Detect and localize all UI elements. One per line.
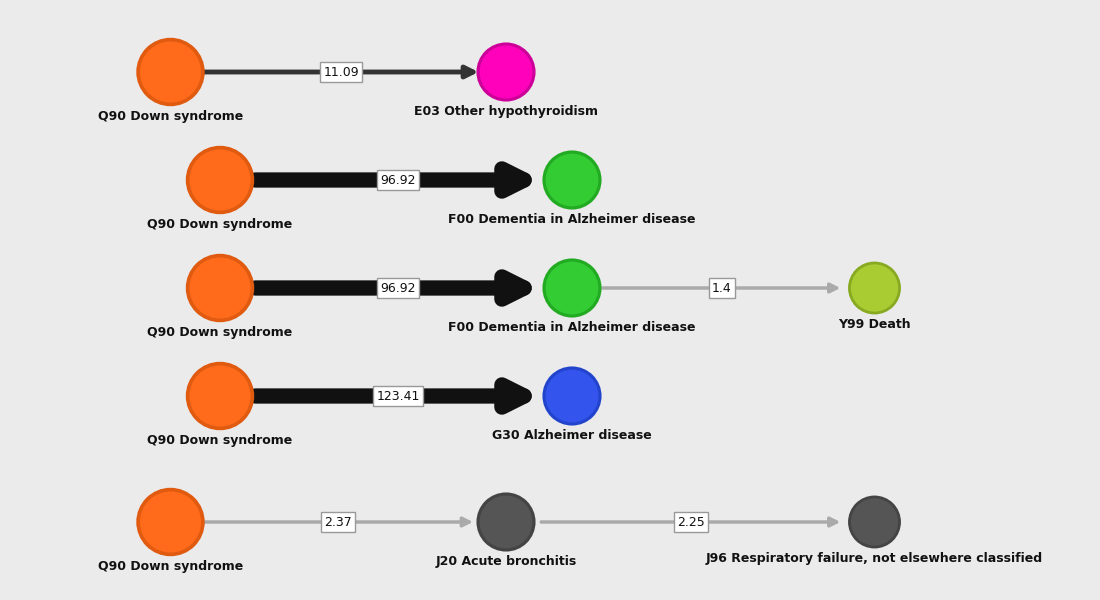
Circle shape	[136, 38, 205, 106]
Text: Q90 Down syndrome: Q90 Down syndrome	[147, 434, 293, 447]
Text: G30 Alzheimer disease: G30 Alzheimer disease	[492, 429, 652, 442]
Text: F00 Dementia in Alzheimer disease: F00 Dementia in Alzheimer disease	[449, 213, 695, 226]
Text: 1.4: 1.4	[712, 281, 732, 295]
Text: 11.09: 11.09	[323, 65, 359, 79]
Text: 96.92: 96.92	[381, 173, 416, 187]
Circle shape	[546, 154, 598, 206]
Text: E03 Other hypothyroidism: E03 Other hypothyroidism	[414, 105, 598, 118]
Text: Y99 Death: Y99 Death	[838, 317, 911, 331]
Text: 2.37: 2.37	[324, 515, 352, 529]
Circle shape	[189, 257, 251, 319]
Text: 96.92: 96.92	[381, 281, 416, 295]
Text: Q90 Down syndrome: Q90 Down syndrome	[147, 326, 293, 339]
Text: Q90 Down syndrome: Q90 Down syndrome	[147, 218, 293, 231]
Circle shape	[546, 370, 598, 422]
Circle shape	[189, 365, 251, 427]
Circle shape	[546, 262, 598, 314]
Circle shape	[476, 493, 536, 551]
Text: Q90 Down syndrome: Q90 Down syndrome	[98, 110, 243, 123]
Circle shape	[140, 41, 201, 103]
Circle shape	[140, 491, 201, 553]
Text: J96 Respiratory failure, not elsewhere classified: J96 Respiratory failure, not elsewhere c…	[706, 551, 1043, 565]
Circle shape	[542, 151, 602, 209]
Text: F00 Dementia in Alzheimer disease: F00 Dementia in Alzheimer disease	[449, 321, 695, 334]
Circle shape	[851, 265, 898, 311]
Text: 2.25: 2.25	[676, 515, 705, 529]
Circle shape	[186, 146, 254, 214]
Circle shape	[189, 149, 251, 211]
Circle shape	[186, 362, 254, 430]
Circle shape	[848, 262, 901, 314]
Circle shape	[480, 46, 532, 98]
Circle shape	[480, 496, 532, 548]
Circle shape	[186, 254, 254, 322]
Circle shape	[542, 367, 602, 425]
Text: Q90 Down syndrome: Q90 Down syndrome	[98, 560, 243, 573]
Circle shape	[476, 43, 536, 101]
Circle shape	[136, 488, 205, 556]
Circle shape	[851, 499, 898, 545]
Text: 123.41: 123.41	[376, 389, 420, 403]
Text: J20 Acute bronchitis: J20 Acute bronchitis	[436, 555, 576, 568]
Circle shape	[542, 259, 602, 317]
Circle shape	[848, 496, 901, 548]
